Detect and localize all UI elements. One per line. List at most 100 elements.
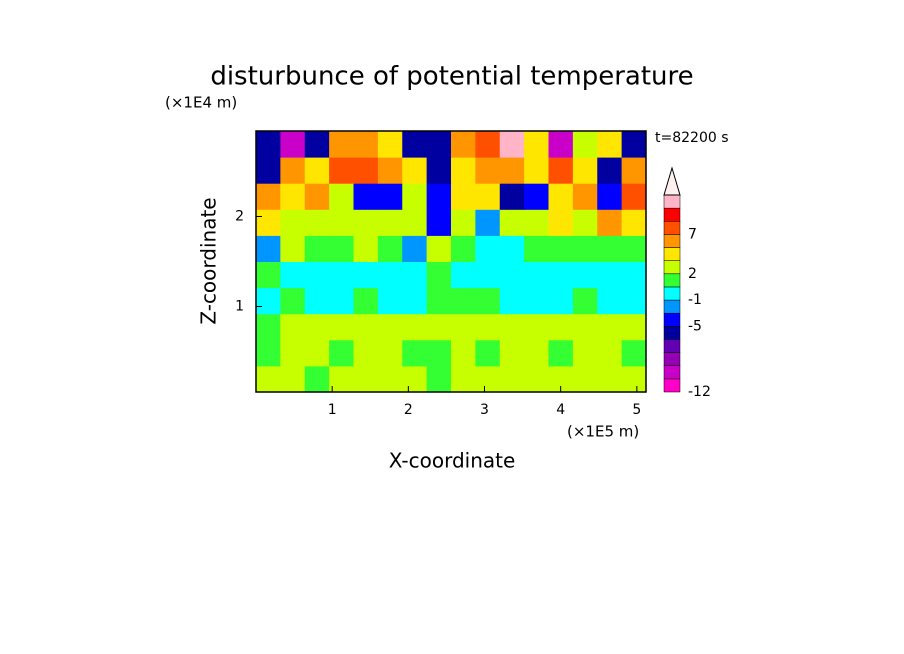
field-cell <box>353 313 379 341</box>
field-cell <box>475 157 501 184</box>
field-cell <box>524 235 549 262</box>
field-cell <box>548 261 574 289</box>
colorbar-box <box>663 378 681 393</box>
field-cell <box>377 287 403 315</box>
field-cell <box>499 183 525 210</box>
colorbar-label: 7 <box>688 226 697 242</box>
colorbar-box <box>663 221 681 235</box>
field-cell <box>304 261 330 289</box>
field-cell <box>451 209 476 236</box>
field-cell <box>597 365 623 393</box>
field-cell <box>256 131 281 158</box>
field-cell <box>304 313 330 341</box>
field-cell <box>280 261 306 289</box>
field-cell <box>475 339 501 367</box>
field-cell <box>353 365 379 393</box>
field-cell <box>256 287 281 315</box>
field-cell <box>475 131 501 158</box>
plot-frame <box>255 130 647 393</box>
field-cell <box>329 131 354 158</box>
field-cell <box>329 339 354 367</box>
field-cell <box>451 157 476 184</box>
field-cell <box>426 261 452 289</box>
field-cell <box>597 157 623 184</box>
field-cell <box>402 183 428 210</box>
field-cell <box>621 157 647 184</box>
field-cell <box>548 339 574 367</box>
colorbar-box <box>663 194 681 209</box>
field-cell <box>377 235 403 262</box>
colorbar-box <box>663 339 681 353</box>
field-cell <box>402 235 428 262</box>
field-cell <box>402 261 428 289</box>
field-cell <box>499 365 525 393</box>
field-cell <box>329 287 354 315</box>
field-cell <box>597 209 623 236</box>
field-cell <box>475 365 501 393</box>
field-cell <box>426 157 452 184</box>
field-cell <box>304 209 330 236</box>
field-cell <box>548 131 574 158</box>
field-cell <box>499 339 525 367</box>
field-cell <box>475 287 501 315</box>
field-cell <box>329 313 354 341</box>
field-cell <box>256 261 281 289</box>
x-tick-label: 5 <box>632 402 641 418</box>
field-cell <box>621 365 647 393</box>
field-cell <box>475 209 501 236</box>
field-cell <box>426 365 452 393</box>
field-cell <box>524 365 549 393</box>
field-cell <box>475 261 501 289</box>
field-cell <box>621 287 647 315</box>
field-cell <box>572 131 598 158</box>
field-cell <box>304 235 330 262</box>
field-cell <box>572 261 598 289</box>
field-cell <box>329 209 354 236</box>
field-cell <box>597 235 623 262</box>
field-cell <box>451 339 476 367</box>
field-cell <box>304 157 330 184</box>
colorbar-label: 2 <box>688 266 697 282</box>
field-cell <box>499 261 525 289</box>
y-tick-label: 2 <box>235 209 244 225</box>
field-cell <box>524 261 549 289</box>
field-cell <box>377 261 403 289</box>
colorbar-box <box>663 260 681 275</box>
field-cell <box>572 365 598 393</box>
field-cell <box>377 209 403 236</box>
field-cell <box>572 235 598 262</box>
field-cell <box>402 365 428 393</box>
x-tick-label: 1 <box>328 402 337 418</box>
field-cell <box>572 339 598 367</box>
field-cell <box>451 287 476 315</box>
field-cell <box>475 313 501 341</box>
field-cell <box>572 209 598 236</box>
field-cell <box>353 209 379 236</box>
field-cell <box>402 339 428 367</box>
field-cell <box>304 131 330 158</box>
field-cell <box>426 131 452 158</box>
field-cell <box>597 183 623 210</box>
field-cell <box>353 339 379 367</box>
field-cell <box>304 183 330 210</box>
field-cell <box>499 313 525 341</box>
field-cell <box>256 339 281 367</box>
field-cell <box>304 287 330 315</box>
colorbar-box <box>663 234 681 248</box>
field-cell <box>548 235 574 262</box>
field-cell <box>572 313 598 341</box>
field-cell <box>280 313 306 341</box>
field-cell <box>353 261 379 289</box>
field-cell <box>377 339 403 367</box>
field-cell <box>572 183 598 210</box>
field-cell <box>451 313 476 341</box>
field-cell <box>621 339 647 367</box>
field-cell <box>402 209 428 236</box>
field-cell <box>280 365 306 393</box>
x-tick-label: 2 <box>404 402 413 418</box>
field-cell <box>256 313 281 341</box>
field-cell <box>524 157 549 184</box>
field-cell <box>524 131 549 158</box>
field-cell <box>524 209 549 236</box>
